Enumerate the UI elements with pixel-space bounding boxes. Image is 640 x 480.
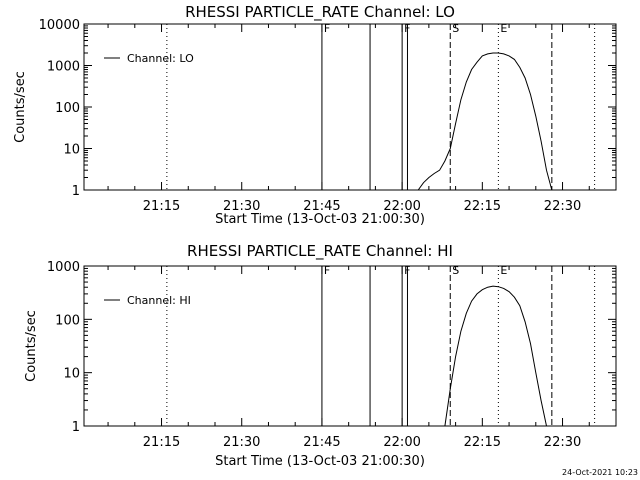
x-tick-label: 21:15 — [143, 199, 180, 214]
series-line — [417, 52, 553, 191]
footer-timestamp: 24-Oct-2021 10:23 — [562, 468, 638, 477]
y-tick-label: 10 — [63, 143, 80, 158]
y-tick-label: 1000 — [47, 260, 80, 275]
x-tick-label: 21:45 — [303, 199, 340, 214]
y-axis-label: Counts/sec — [24, 310, 39, 382]
plot-frame — [83, 265, 617, 427]
event-marker-label: S — [452, 22, 459, 35]
series-line — [444, 285, 547, 427]
y-tick-label: 10 — [63, 367, 80, 382]
x-tick-label: 22:15 — [464, 435, 501, 450]
y-tick-label: 100 — [55, 313, 80, 328]
chart-title: RHESSI PARTICLE_RATE Channel: HI — [187, 242, 453, 261]
y-tick-label: 100 — [55, 101, 80, 116]
event-marker-label: E — [500, 264, 507, 277]
x-tick-label: 22:30 — [544, 435, 581, 450]
y-axis-label: Counts/sec — [13, 71, 28, 143]
x-axis-label: Start Time (13-Oct-03 21:00:30) — [215, 454, 425, 469]
x-tick-label: 22:00 — [383, 435, 420, 450]
y-tick-label: 1000 — [47, 60, 80, 75]
panel-lo: RHESSI PARTICLE_RATE Channel: LO Start Ti… — [13, 3, 617, 227]
x-tick-label: 21:15 — [143, 435, 180, 450]
x-tick-label: 21:30 — [223, 199, 260, 214]
panel-hi: RHESSI PARTICLE_RATE Channel: HI Start Ti… — [24, 242, 617, 469]
event-marker-label: S — [452, 264, 459, 277]
event-marker-label: F — [324, 264, 330, 277]
y-tick-label: 1 — [72, 184, 80, 199]
y-tick-label: 1 — [72, 420, 80, 435]
x-tick-label: 21:30 — [223, 435, 260, 450]
event-marker-label: F — [324, 22, 330, 35]
x-axis-label: Start Time (13-Oct-03 21:00:30) — [215, 212, 425, 227]
event-marker-label: E — [500, 22, 507, 35]
legend-label: Channel: HI — [127, 294, 191, 307]
x-tick-label: 22:00 — [383, 199, 420, 214]
legend-label: Channel: LO — [127, 52, 194, 65]
x-tick-label: 21:45 — [303, 435, 340, 450]
x-tick-label: 22:15 — [464, 199, 501, 214]
chart-title: RHESSI PARTICLE_RATE Channel: LO — [185, 3, 455, 22]
x-tick-label: 22:30 — [544, 199, 581, 214]
plot-frame — [83, 23, 617, 191]
y-tick-label: 10000 — [39, 18, 80, 33]
